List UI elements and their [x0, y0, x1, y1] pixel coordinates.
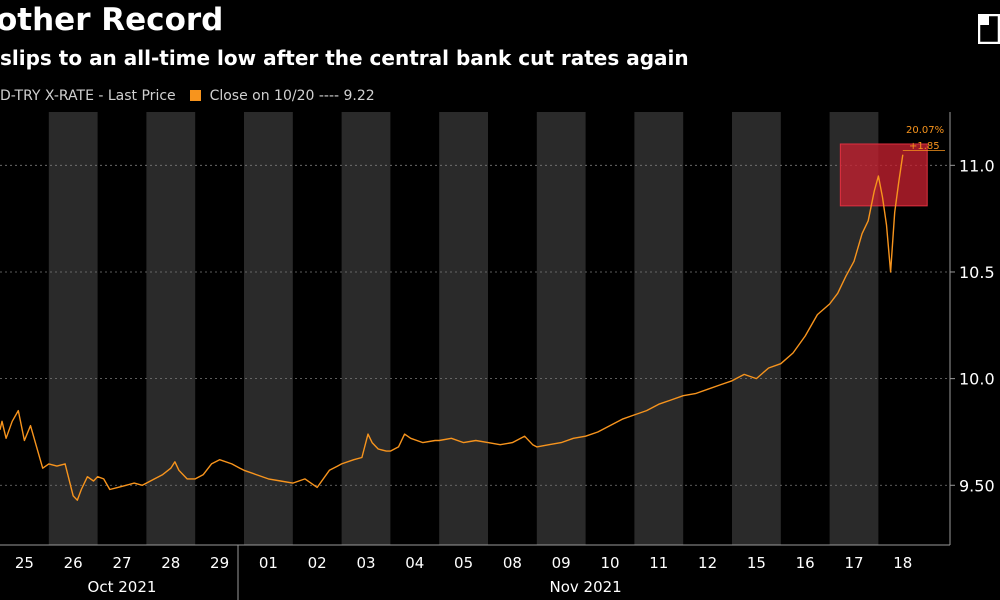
- x-tick-label: 12: [698, 554, 717, 572]
- x-tick-label: 29: [210, 554, 229, 572]
- x-tick-label: 10: [600, 554, 619, 572]
- x-tick-label: 26: [64, 554, 83, 572]
- shaded-day-band: [146, 112, 196, 545]
- legend-close-label: Close on 10/20 ---- 9.22: [209, 88, 375, 104]
- chart-title: other Record: [0, 2, 224, 38]
- highlight-box: [839, 143, 928, 207]
- y-tick-label: 9.50: [959, 476, 995, 495]
- y-tick-label: 10.0: [959, 370, 995, 389]
- shaded-day-band: [48, 112, 98, 545]
- shaded-day-band: [341, 112, 391, 545]
- legend: D-TRY X-RATE - Last Price Close on 10/20…: [0, 88, 375, 104]
- x-tick-label: 02: [308, 554, 327, 572]
- series-line: [0, 154, 904, 501]
- annotation-percent: 20.07%: [906, 125, 944, 136]
- x-tick-label: 09: [552, 554, 571, 572]
- shaded-day-band: [536, 112, 586, 545]
- x-tick-label: 18: [893, 554, 912, 572]
- month-label: Oct 2021: [88, 578, 157, 596]
- x-tick-label: 25: [15, 554, 34, 572]
- x-tick-label: 28: [161, 554, 180, 572]
- shaded-day-band: [244, 112, 293, 545]
- shaded-day-band: [439, 112, 488, 545]
- x-tick-label: 17: [844, 554, 863, 572]
- y-tick-label: 11.0: [959, 156, 995, 175]
- bloomberg-logo-icon: [978, 14, 1000, 44]
- x-tick-label: 08: [503, 554, 522, 572]
- x-tick-label: 16: [796, 554, 815, 572]
- shaded-day-band: [634, 112, 684, 545]
- shaded-day-band: [732, 112, 781, 545]
- x-tick-label: 27: [112, 554, 131, 572]
- x-tick-label: 05: [454, 554, 473, 572]
- x-tick-label: 01: [259, 554, 278, 572]
- annotation-delta: +1.85: [909, 141, 940, 152]
- chart-subtitle: slips to an all-time low after the centr…: [0, 46, 689, 70]
- month-label: Nov 2021: [549, 578, 621, 596]
- legend-swatch: [190, 90, 202, 101]
- x-tick-label: 11: [649, 554, 668, 572]
- x-tick-label: 15: [747, 554, 766, 572]
- legend-series-label: D-TRY X-RATE - Last Price: [0, 88, 176, 104]
- y-tick-label: 10.5: [959, 263, 995, 282]
- x-tick-label: 04: [405, 554, 424, 572]
- x-tick-label: 03: [356, 554, 375, 572]
